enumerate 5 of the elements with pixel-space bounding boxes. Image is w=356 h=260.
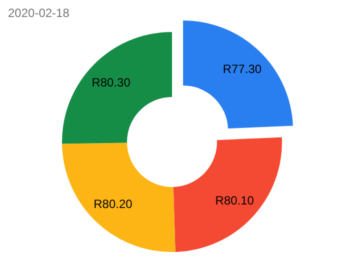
data-label: R80.20	[94, 197, 133, 212]
data-label: R80.30	[92, 75, 131, 90]
chart-subtitle: 2020-02-18	[8, 6, 70, 20]
data-label: R80.10	[215, 193, 254, 208]
data-label: R77.30	[222, 62, 262, 76]
